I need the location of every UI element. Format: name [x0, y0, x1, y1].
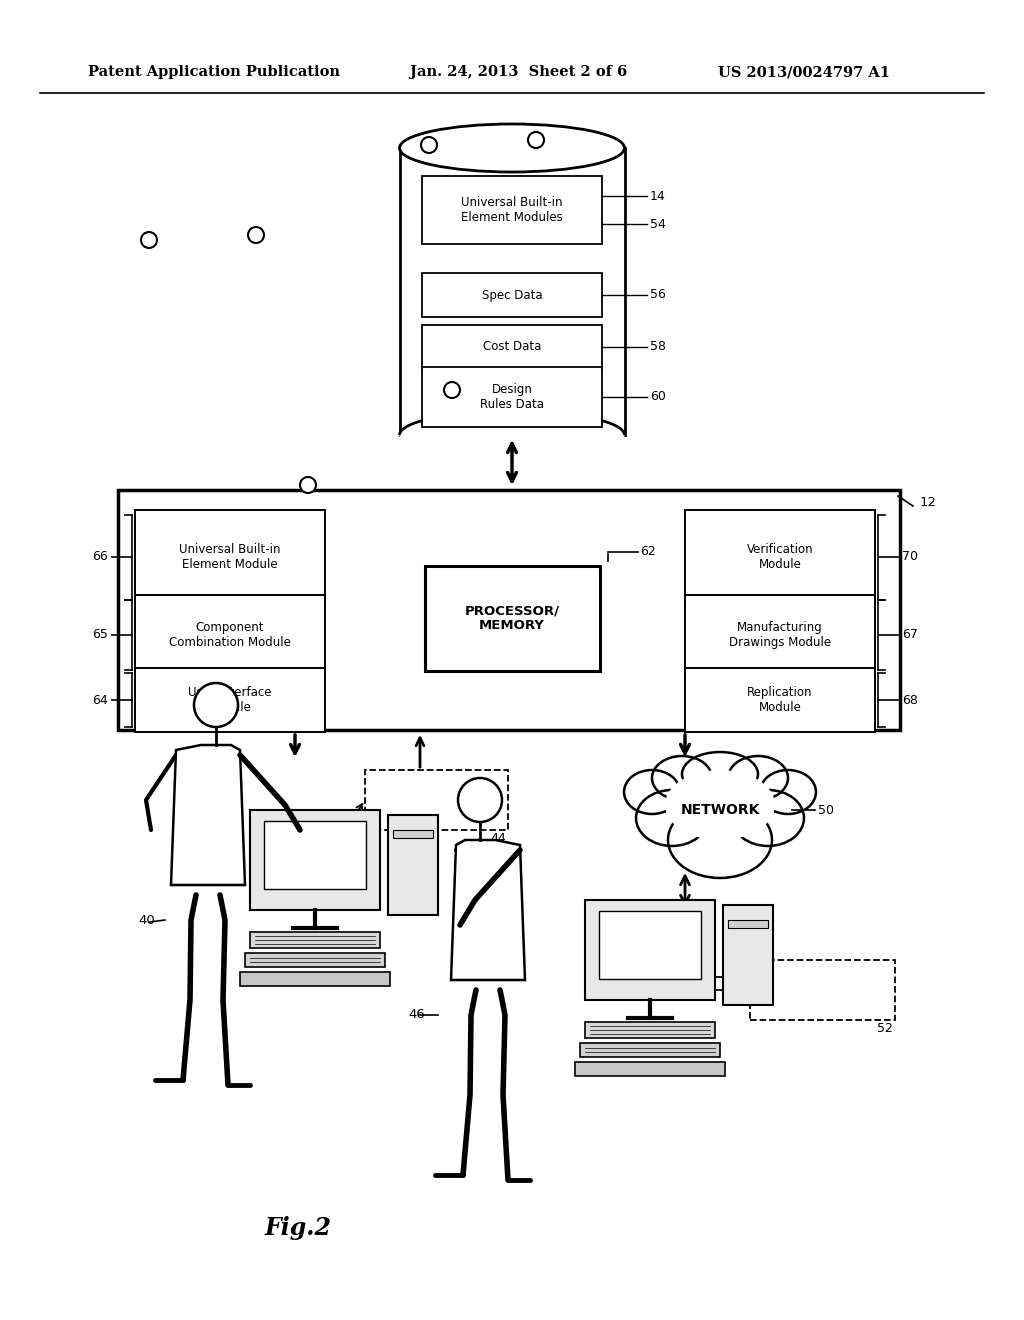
Ellipse shape — [636, 789, 708, 846]
Text: Design
Rules Data: Design Rules Data — [480, 383, 544, 411]
Text: 40: 40 — [138, 913, 155, 927]
Text: 66: 66 — [92, 550, 108, 564]
Text: 62: 62 — [640, 545, 656, 558]
FancyBboxPatch shape — [723, 906, 773, 1005]
Text: Patent Application Publication: Patent Application Publication — [88, 65, 340, 79]
Text: Workspace: Workspace — [788, 983, 857, 997]
Text: 48: 48 — [603, 983, 620, 997]
Text: Cost Data: Cost Data — [482, 341, 542, 354]
Text: Universal Built-in
Element Module: Universal Built-in Element Module — [179, 543, 281, 572]
FancyBboxPatch shape — [580, 1043, 720, 1057]
Text: 52: 52 — [878, 1022, 893, 1035]
Circle shape — [141, 232, 157, 248]
Ellipse shape — [760, 770, 816, 814]
Ellipse shape — [399, 411, 625, 459]
Ellipse shape — [728, 756, 788, 800]
FancyBboxPatch shape — [575, 1063, 725, 1076]
Text: 70: 70 — [902, 550, 918, 564]
Ellipse shape — [668, 803, 772, 878]
FancyBboxPatch shape — [250, 810, 380, 909]
Ellipse shape — [682, 752, 758, 796]
FancyBboxPatch shape — [422, 325, 602, 370]
FancyBboxPatch shape — [245, 953, 385, 968]
Text: 67: 67 — [902, 628, 918, 642]
FancyBboxPatch shape — [685, 668, 874, 733]
Circle shape — [528, 132, 544, 148]
FancyBboxPatch shape — [393, 830, 433, 838]
Ellipse shape — [732, 789, 804, 846]
FancyBboxPatch shape — [422, 176, 602, 244]
FancyBboxPatch shape — [750, 960, 895, 1020]
Text: Workspace: Workspace — [402, 793, 471, 807]
Circle shape — [300, 477, 316, 492]
FancyBboxPatch shape — [399, 148, 625, 436]
Text: User Interface
Module: User Interface Module — [188, 686, 271, 714]
Text: 56: 56 — [650, 289, 666, 301]
Text: US 2013/0024797 A1: US 2013/0024797 A1 — [718, 65, 890, 79]
FancyBboxPatch shape — [240, 972, 390, 986]
Circle shape — [458, 777, 502, 822]
Text: PROCESSOR/
MEMORY: PROCESSOR/ MEMORY — [465, 605, 559, 632]
Text: NETWORK: NETWORK — [680, 803, 760, 817]
Ellipse shape — [652, 756, 712, 800]
FancyBboxPatch shape — [388, 814, 438, 915]
FancyBboxPatch shape — [728, 920, 768, 928]
FancyBboxPatch shape — [685, 510, 874, 605]
FancyBboxPatch shape — [135, 668, 325, 733]
Circle shape — [421, 137, 437, 153]
Text: 14: 14 — [650, 190, 666, 202]
Circle shape — [248, 227, 264, 243]
FancyBboxPatch shape — [135, 510, 325, 605]
Text: 44: 44 — [490, 832, 506, 845]
Text: 58: 58 — [650, 341, 666, 354]
Text: Fig.2: Fig.2 — [265, 1216, 332, 1239]
FancyBboxPatch shape — [425, 565, 599, 671]
Text: Universal Built-in
Element Modules: Universal Built-in Element Modules — [461, 195, 563, 224]
Text: 60: 60 — [650, 391, 666, 404]
Polygon shape — [451, 840, 525, 979]
Text: 54: 54 — [650, 218, 666, 231]
FancyBboxPatch shape — [585, 900, 715, 1001]
Text: 64: 64 — [92, 693, 108, 706]
FancyBboxPatch shape — [118, 490, 900, 730]
Text: Verification
Module: Verification Module — [746, 543, 813, 572]
Ellipse shape — [399, 124, 625, 172]
Polygon shape — [171, 744, 245, 884]
Text: Spec Data: Spec Data — [481, 289, 543, 301]
Text: Manufacturing
Drawings Module: Manufacturing Drawings Module — [729, 620, 831, 649]
FancyBboxPatch shape — [422, 273, 602, 317]
Text: 42: 42 — [390, 899, 407, 912]
FancyBboxPatch shape — [135, 595, 325, 675]
Ellipse shape — [665, 770, 775, 840]
FancyBboxPatch shape — [365, 770, 508, 830]
FancyBboxPatch shape — [599, 911, 701, 979]
Text: 50: 50 — [818, 804, 834, 817]
Text: Component
Combination Module: Component Combination Module — [169, 620, 291, 649]
FancyBboxPatch shape — [422, 367, 602, 426]
Text: 12: 12 — [920, 496, 937, 510]
Ellipse shape — [624, 770, 680, 814]
FancyBboxPatch shape — [250, 932, 380, 948]
FancyBboxPatch shape — [685, 595, 874, 675]
Circle shape — [194, 682, 238, 727]
Text: 65: 65 — [92, 628, 108, 642]
Text: Jan. 24, 2013  Sheet 2 of 6: Jan. 24, 2013 Sheet 2 of 6 — [410, 65, 628, 79]
Circle shape — [444, 381, 460, 399]
FancyBboxPatch shape — [264, 821, 366, 888]
Text: 68: 68 — [902, 693, 918, 706]
Text: Replication
Module: Replication Module — [748, 686, 813, 714]
FancyBboxPatch shape — [585, 1022, 715, 1038]
Text: 46: 46 — [408, 1008, 425, 1022]
